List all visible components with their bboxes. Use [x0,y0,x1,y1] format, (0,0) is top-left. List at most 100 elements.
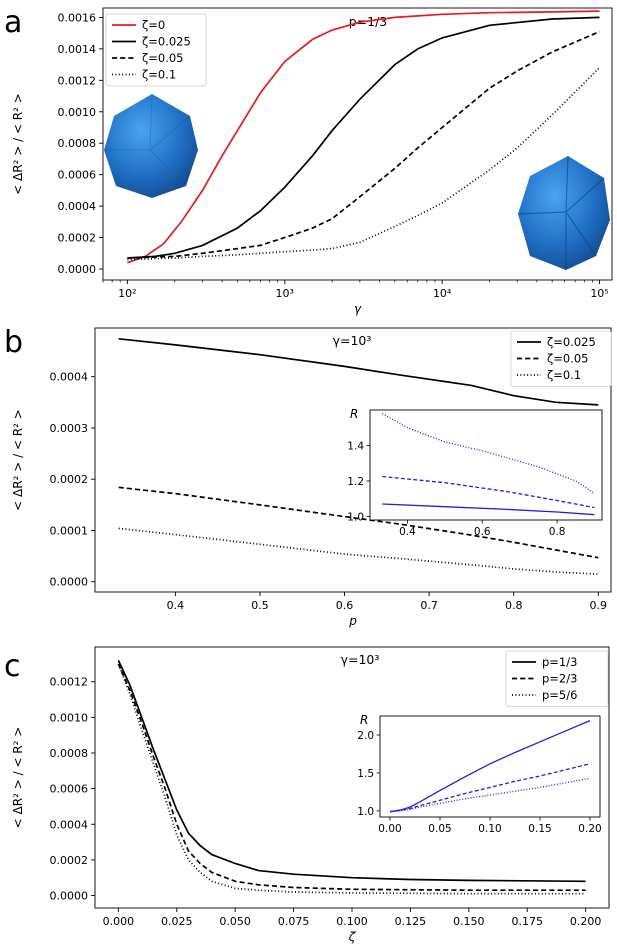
y-tick-label: 0.0010 [50,711,89,724]
y-axis-label: < ΔR² > / < R² > [11,93,25,195]
x-tick-label: 0.9 [590,599,608,612]
y-tick-label: 0.0002 [50,854,89,867]
inset-y-tick-label: 1.0 [357,806,374,818]
inset-x-tick-label: 0.00 [378,823,401,835]
inset-chart: 0.4 0.6 0.8 1.0 1.2 1.4 R [347,407,603,538]
inset-series-line-3 [389,777,591,813]
y-tick-label: 0.0002 [50,473,89,486]
series-line-3 [127,30,600,259]
y-tick-label: 0.0000 [50,576,89,589]
y-tick-label: 0.0000 [50,890,89,903]
inset-frame [379,715,601,818]
legend-label-2: ζ=0.025 [142,35,191,49]
y-tick-label: 0.0006 [50,783,89,796]
x-tick-label: 0.8 [505,599,523,612]
series-line-3 [117,663,586,895]
x-tick-label: 0.075 [278,915,310,928]
chart-title: γ=10³ [333,333,372,348]
inset-y-tick-label: 1.2 [347,476,364,488]
legend-label-1: p=1/3 [542,655,577,669]
inset-x-tick-label: 0.6 [474,526,491,538]
panel-a: 10² 10³ 10⁴ 10⁵ 0.0000 0.0002 0.0004 0.0006 0.00… [11,7,613,316]
x-tick-label: 0.125 [395,915,427,928]
legend: ζ=0 ζ=0.025 ζ=0.05 ζ=0.1 [105,13,207,87]
series-line-1 [127,10,600,264]
chart-title: γ=10³ [341,652,380,667]
y-tick-label: 0.0002 [58,232,97,245]
axes-frame [102,7,613,281]
y-tick-label: 0.0001 [50,524,89,537]
inset-x-tick-label: 0.8 [549,526,566,538]
panel-letter-a: a [4,5,22,40]
panel-c: 0.000 0.025 0.050 0.075 0.100 0.125 0.150 0.175… [11,646,610,944]
legend-label-1: ζ=0.025 [547,335,596,349]
inset-y-axis-label: R [360,713,368,727]
inset-x-tick-label: 0.20 [578,823,601,835]
x-tick-label: 10⁵ [590,287,608,300]
series-line-1 [118,337,599,406]
legend-label-2: ζ=0.05 [547,352,589,366]
axes-frame [94,327,612,593]
x-tick-label: 0.050 [219,915,251,928]
x-tick-label: 10⁴ [433,287,452,300]
x-tick-label: 0.200 [570,915,602,928]
x-axis-label: p [348,614,357,628]
y-tick-label: 0.0012 [58,74,97,87]
inset-series-line-1 [382,503,595,516]
inset-x-tick-label: 0.15 [528,823,551,835]
series-line-2 [127,16,600,259]
y-tick-label: 0.0003 [50,422,89,435]
legend-label-3: ζ=0.1 [547,368,581,382]
y-tick-label: 0.0004 [58,200,97,213]
inset-y-axis-label: R [350,407,358,421]
x-tick-label: 10² [118,287,136,300]
y-tick-label: 0.0010 [58,106,97,119]
legend-label-1: ζ=0 [142,18,165,32]
x-tick-label: 10³ [276,287,294,300]
x-tick-label: 0.5 [251,599,269,612]
x-tick-label: 0.025 [161,915,193,928]
legend: p=1/3 p=2/3 p=5/6 [505,650,609,707]
series-line-3 [118,527,599,575]
x-tick-label: 0.4 [167,599,185,612]
inset-series-line-2 [389,763,591,813]
panel-letter-b: b [4,325,23,360]
panel-b: 0.4 0.5 0.6 0.7 0.8 0.9 0.0000 0.0001 0.0002 0.00… [11,327,612,628]
y-axis-label: < ΔR² > / < R² > [11,727,25,829]
inset-series-line-1 [389,720,591,813]
y-tick-label: 0.0004 [50,371,89,384]
y-tick-label: 0.0014 [58,43,97,56]
inset-y-tick-label: 2.0 [357,730,374,742]
x-tick-label: 0.7 [420,599,438,612]
series-line-2 [117,663,586,892]
inset-chart: 0.00 0.05 0.10 0.15 0.20 1.0 1.5 2.0 R [357,713,601,835]
x-tick-label: 0.6 [336,599,354,612]
legend-box [505,650,609,707]
legend: ζ=0.025 ζ=0.05 ζ=0.1 [510,330,612,387]
x-axis-label: ζ [348,930,357,944]
legend-label-3: p=5/6 [542,688,577,702]
inset-series-line-2 [382,475,595,509]
inset-y-tick-label: 1.5 [357,768,374,780]
series-line-2 [118,486,599,559]
y-tick-label: 0.0008 [50,747,89,760]
y-tick-label: 0.0008 [58,137,97,150]
y-tick-label: 0.0004 [50,818,89,831]
legend-label-4: ζ=0.1 [142,68,176,82]
y-axis-label: < ΔR² > / < R² > [11,409,25,511]
panel-letter-c: c [4,649,21,684]
legend-box [105,13,207,87]
icosahedron-image-faceted [517,155,610,270]
y-tick-label: 0.0016 [58,11,97,24]
x-tick-label: 0.000 [103,915,135,928]
x-tick-label: 0.100 [336,915,368,928]
inset-x-tick-label: 0.05 [428,823,451,835]
inset-x-tick-label: 0.10 [478,823,501,835]
legend-label-2: p=2/3 [542,672,577,686]
icosahedron-image-smooth [104,93,198,198]
inset-x-tick-label: 0.4 [399,526,416,538]
x-axis-label: γ [354,302,362,316]
inset-series-line-3 [381,412,595,494]
x-tick-label: 0.175 [511,915,543,928]
